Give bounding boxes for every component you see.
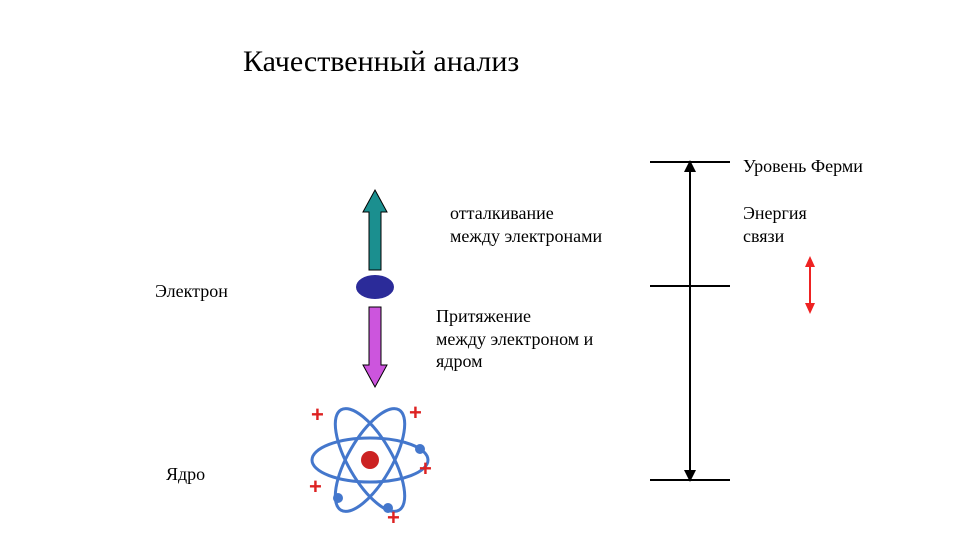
plus-icon: +: [309, 474, 322, 500]
atom-nucleus: [361, 451, 379, 469]
plus-icon: +: [419, 456, 432, 482]
atom-electron-1: [415, 444, 425, 454]
plus-icon: +: [409, 400, 422, 426]
atom-icon: [0, 0, 960, 540]
atom-electron-2: [333, 493, 343, 503]
plus-icon: +: [311, 402, 324, 428]
plus-icon: +: [387, 505, 400, 531]
